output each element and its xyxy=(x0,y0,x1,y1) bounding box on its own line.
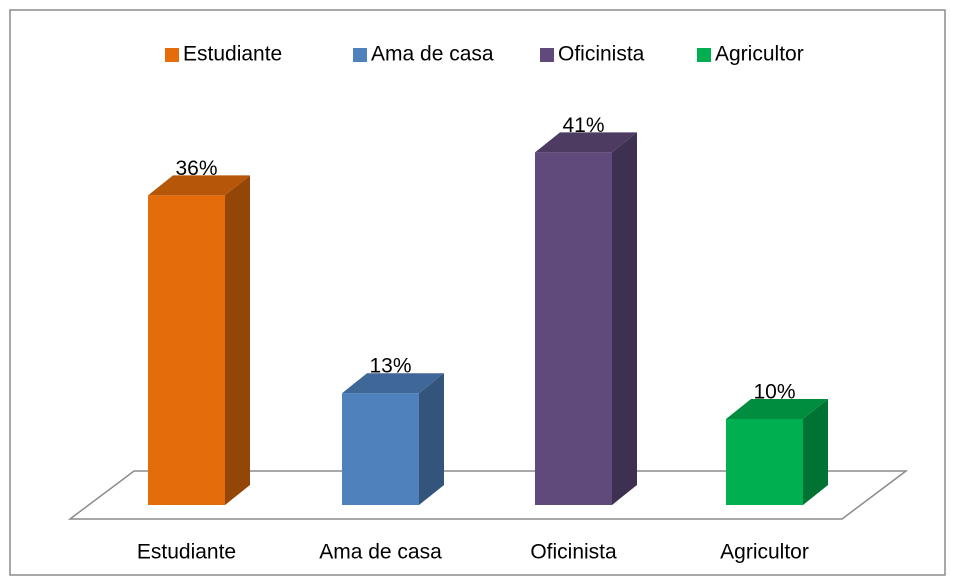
bar-side xyxy=(225,175,250,505)
bar-top xyxy=(148,175,250,196)
legend-label: Agricultor xyxy=(715,43,804,66)
value-label: 41% xyxy=(562,114,604,137)
legend-label: Estudiante xyxy=(183,43,282,66)
x-tick-label: Agricultor xyxy=(720,541,809,564)
bar-side xyxy=(419,373,444,505)
x-tick-label: Ama de casa xyxy=(319,541,442,564)
bar xyxy=(726,419,803,505)
value-label: 10% xyxy=(753,381,795,404)
legend-label: Oficinista xyxy=(558,43,645,66)
legend-label: Ama de casa xyxy=(371,43,494,66)
legend-swatch xyxy=(165,48,179,62)
legend-swatch xyxy=(353,48,367,62)
value-label: 36% xyxy=(175,157,217,180)
bar-side xyxy=(803,399,828,505)
value-label: 13% xyxy=(369,355,411,378)
bar-side xyxy=(612,132,637,505)
bar xyxy=(148,195,225,505)
floor xyxy=(67,470,909,520)
bar xyxy=(342,393,419,505)
x-tick-label: Estudiante xyxy=(137,541,236,564)
bar-top xyxy=(726,399,828,419)
bar-top xyxy=(535,132,637,153)
bar xyxy=(535,152,612,505)
x-tick-label: Oficinista xyxy=(530,541,617,564)
legend-swatch xyxy=(540,48,554,62)
legend-swatch xyxy=(697,48,711,62)
bar-top xyxy=(342,373,444,394)
